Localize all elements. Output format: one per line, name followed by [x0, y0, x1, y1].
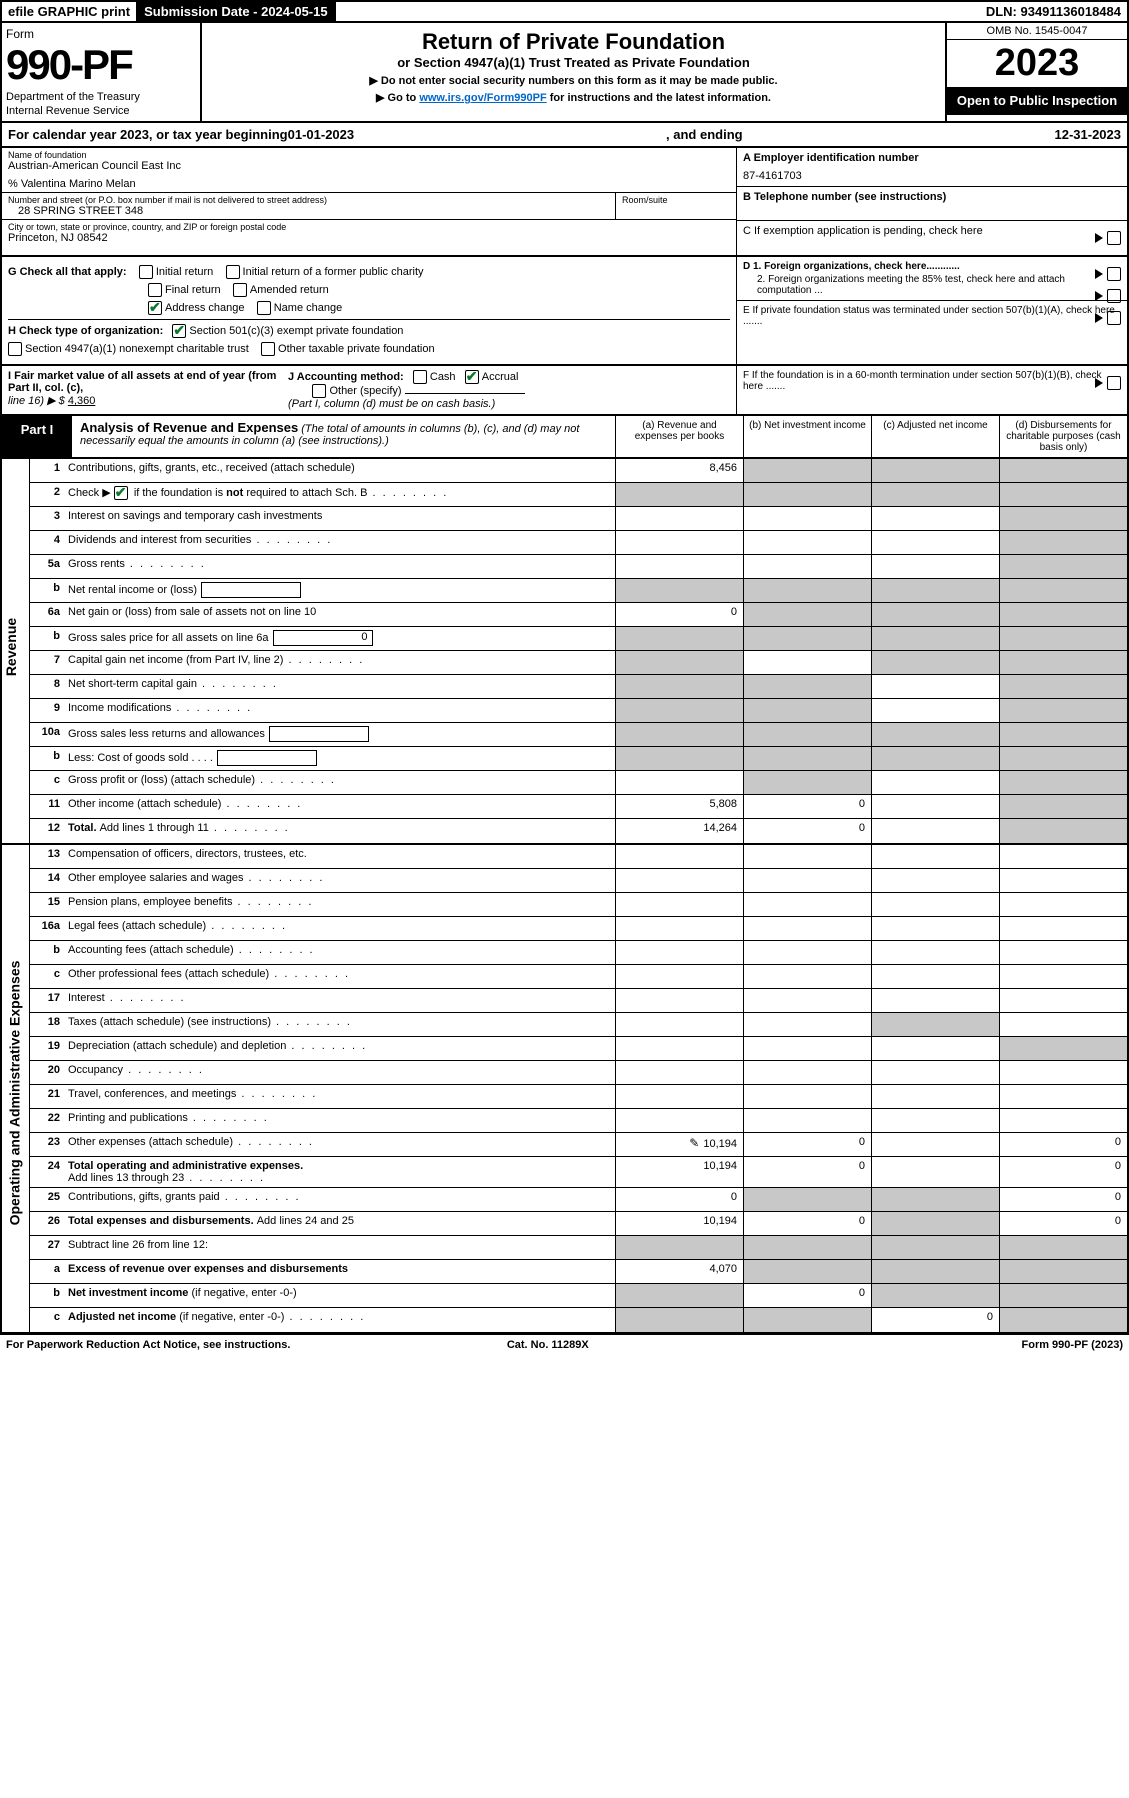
city-state-zip: Princeton, NJ 08542: [8, 232, 730, 244]
g-name-change-checkbox[interactable]: [257, 301, 271, 315]
dept: Department of the Treasury: [6, 91, 196, 103]
g-initial-return-checkbox[interactable]: [139, 265, 153, 279]
g-label: G Check all that apply:: [8, 266, 127, 278]
d1-label: D 1. Foreign organizations, check here..…: [743, 261, 960, 272]
dln: DLN: 93491136018484: [980, 2, 1127, 21]
part1-header: Part I Analysis of Revenue and Expenses …: [0, 416, 1129, 459]
form-title: Return of Private Foundation: [212, 29, 935, 55]
header-left: Form 990-PF Department of the Treasury I…: [2, 23, 202, 121]
room-suite-label: Room/suite: [616, 193, 736, 219]
instr-1: ▶ Do not enter social security numbers o…: [212, 74, 935, 87]
e-label: E If private foundation status was termi…: [743, 305, 1115, 327]
footer: For Paperwork Reduction Act Notice, see …: [0, 1334, 1129, 1355]
part1-title: Analysis of Revenue and Expenses (The to…: [72, 416, 615, 457]
form-header: Form 990-PF Department of the Treasury I…: [0, 23, 1129, 123]
expenses-side-label: Operating and Administrative Expenses: [2, 845, 30, 1332]
foundation-name-label: Name of foundation: [8, 150, 730, 160]
city-label: City or town, state or province, country…: [8, 222, 730, 232]
omb-number: OMB No. 1545-0047: [947, 23, 1127, 40]
arrow-icon: [1095, 378, 1103, 388]
phone-label: B Telephone number (see instructions): [743, 191, 946, 203]
g-amended-checkbox[interactable]: [233, 283, 247, 297]
name-left: Name of foundation Austrian-American Cou…: [2, 148, 737, 255]
part1-label: Part I: [2, 416, 72, 457]
fmv-block: I Fair market value of all assets at end…: [8, 370, 288, 410]
c-checkbox[interactable]: [1107, 231, 1121, 245]
tax-year: 2023: [947, 40, 1127, 87]
g-address-change-checkbox[interactable]: [148, 301, 162, 315]
topbar: efile GRAPHIC print Submission Date - 20…: [0, 0, 1129, 23]
check-right: D 1. Foreign organizations, check here..…: [737, 257, 1127, 364]
header-mid: Return of Private Foundation or Section …: [202, 23, 947, 121]
c-pending: C If exemption application is pending, c…: [743, 225, 983, 237]
expenses-table: Operating and Administrative Expenses 13…: [0, 845, 1129, 1334]
form990pf-link[interactable]: www.irs.gov/Form990PF: [419, 92, 546, 104]
fmv-value: 4,360: [68, 395, 96, 407]
j-cash-checkbox[interactable]: [413, 370, 427, 384]
attachment-icon[interactable]: ✎: [689, 1136, 699, 1150]
foundation-name: Austrian-American Council East Inc: [8, 160, 730, 172]
j-block: J Accounting method: Cash Accrual Other …: [288, 370, 730, 410]
col-d-header: (d) Disbursements for charitable purpose…: [999, 416, 1127, 457]
address-label: Number and street (or P.O. box number if…: [8, 195, 609, 205]
h-4947-checkbox[interactable]: [8, 342, 22, 356]
fmv-row: I Fair market value of all assets at end…: [0, 366, 1129, 416]
h-label: H Check type of organization:: [8, 325, 163, 337]
form-word: Form: [6, 27, 196, 41]
name-block: Name of foundation Austrian-American Cou…: [0, 148, 1129, 257]
cat-no: Cat. No. 11289X: [507, 1339, 589, 1351]
arrow-icon: [1095, 233, 1103, 243]
open-public: Open to Public Inspection: [947, 87, 1127, 115]
g-final-return-checkbox[interactable]: [148, 283, 162, 297]
j-accrual-checkbox[interactable]: [465, 370, 479, 384]
f-checkbox[interactable]: [1107, 376, 1121, 390]
check-left: G Check all that apply: Initial return I…: [2, 257, 737, 364]
name-right: A Employer identification number 87-4161…: [737, 148, 1127, 255]
d2-label: 2. Foreign organizations meeting the 85%…: [743, 274, 1121, 296]
form-number: 990-PF: [6, 41, 196, 89]
h-other-taxable-checkbox[interactable]: [261, 342, 275, 356]
irs: Internal Revenue Service: [6, 105, 196, 117]
col-b-header: (b) Net investment income: [743, 416, 871, 457]
street-address: 28 SPRING STREET 348: [8, 205, 609, 217]
f-label: F If the foundation is in a 60-month ter…: [743, 370, 1102, 392]
r5b-box[interactable]: [201, 582, 301, 598]
paperwork-notice: For Paperwork Reduction Act Notice, see …: [6, 1339, 290, 1351]
arrow-icon: [1095, 269, 1103, 279]
col-a-header: (a) Revenue and expenses per books: [615, 416, 743, 457]
e-checkbox[interactable]: [1107, 311, 1121, 325]
header-right: OMB No. 1545-0047 2023 Open to Public In…: [947, 23, 1127, 121]
submission-date: Submission Date - 2024-05-15: [138, 2, 336, 21]
g-initial-former-checkbox[interactable]: [226, 265, 240, 279]
sch-b-checkbox[interactable]: [114, 486, 128, 500]
arrow-icon: [1095, 313, 1103, 323]
arrow-icon: [1095, 291, 1103, 301]
r10b-box[interactable]: [217, 750, 317, 766]
form-ref: Form 990-PF (2023): [1022, 1339, 1123, 1351]
r10a-box[interactable]: [269, 726, 369, 742]
r6b-box[interactable]: 0: [273, 630, 373, 646]
check-section: G Check all that apply: Initial return I…: [0, 257, 1129, 366]
form-subtitle: or Section 4947(a)(1) Trust Treated as P…: [212, 55, 935, 70]
j-other-checkbox[interactable]: [312, 384, 326, 398]
care-of: % Valentina Marino Melan: [8, 178, 730, 190]
revenue-side-label: Revenue: [2, 459, 30, 843]
ein-label: A Employer identification number: [743, 152, 919, 164]
revenue-table: Revenue 1Contributions, gifts, grants, e…: [0, 459, 1129, 845]
h-501c3-checkbox[interactable]: [172, 324, 186, 338]
efile-label[interactable]: efile GRAPHIC print: [2, 2, 138, 21]
ein-value: 87-4161703: [743, 170, 1121, 182]
d1-checkbox[interactable]: [1107, 267, 1121, 281]
calendar-year-line: For calendar year 2023, or tax year begi…: [0, 123, 1129, 148]
col-c-header: (c) Adjusted net income: [871, 416, 999, 457]
instr-2: ▶ Go to www.irs.gov/Form990PF for instru…: [212, 91, 935, 104]
